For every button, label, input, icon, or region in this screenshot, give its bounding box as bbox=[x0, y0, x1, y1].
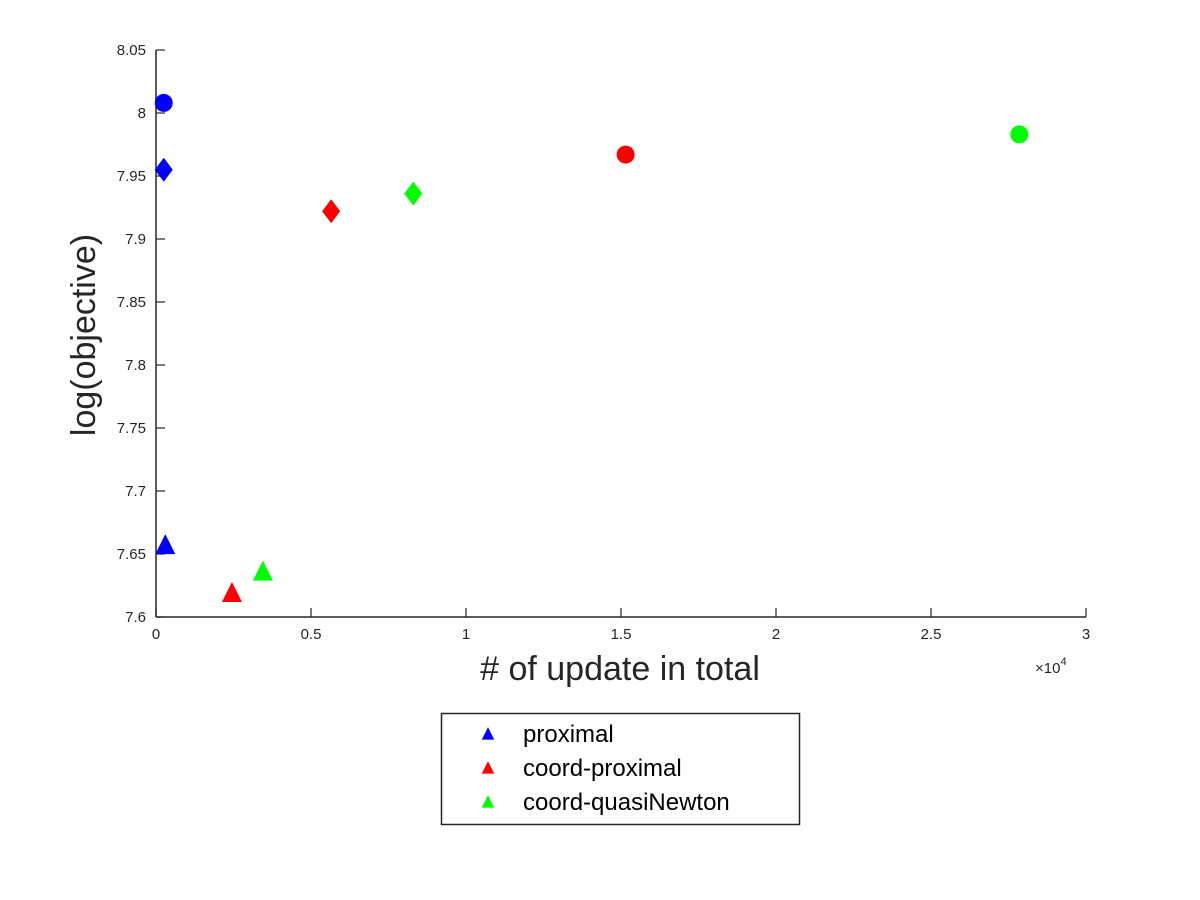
data-point-proximal-circle bbox=[154, 93, 173, 112]
data-point-coord-proximal-circle bbox=[616, 145, 635, 164]
data-point-coord-proximal-triangle bbox=[221, 582, 242, 603]
x-tick-label: 1.5 bbox=[611, 626, 632, 643]
y-tick-label: 7.9 bbox=[125, 231, 146, 248]
legend-items: proximal coord-proximal coord-quasiNewton bbox=[481, 721, 730, 816]
x-tick-label: 0.5 bbox=[301, 626, 322, 643]
data-point-coord-quasiNewton-diamond bbox=[404, 181, 423, 206]
y-tick-label: 7.95 bbox=[117, 168, 146, 185]
y-tick-label: 8.05 bbox=[117, 42, 146, 59]
axis-ticks: 7.6 7.65 7.7 7.75 7.8 7.85 7.9 7.95 8 8.05 0 0.5 1 1.… bbox=[117, 42, 1090, 643]
legend-label-coord-proximal: coord-proximal bbox=[523, 755, 682, 782]
y-tick-label: 8 bbox=[138, 105, 146, 122]
data-point-coord-quasiNewton-triangle bbox=[252, 560, 273, 581]
legend-marker-coord-quasiNewton bbox=[481, 795, 495, 808]
legend: proximal coord-proximal coord-quasiNewton bbox=[440, 712, 801, 826]
x-tick-label: 2 bbox=[772, 626, 780, 643]
x-axis-multiplier-base: ×10 bbox=[1035, 660, 1060, 677]
y-tick-label: 7.6 bbox=[125, 609, 146, 626]
y-tick-label: 7.8 bbox=[125, 357, 146, 374]
legend-label-coord-quasiNewton: coord-quasiNewton bbox=[523, 789, 730, 816]
y-tick-label: 7.85 bbox=[117, 294, 146, 311]
y-axis-title: log(objective) bbox=[65, 234, 103, 436]
y-tick-label: 7.65 bbox=[117, 546, 146, 563]
y-tick-label: 7.75 bbox=[117, 420, 146, 437]
data-points bbox=[154, 93, 1029, 603]
x-tick-label: 0 bbox=[152, 626, 160, 643]
x-tick-label: 1 bbox=[462, 626, 470, 643]
x-axis-title: # of update in total bbox=[480, 650, 760, 688]
legend-marker-proximal bbox=[481, 727, 495, 740]
data-point-proximal-diamond bbox=[154, 157, 173, 182]
data-point-coord-proximal-diamond bbox=[322, 199, 341, 224]
legend-box bbox=[440, 712, 801, 826]
x-axis-multiplier-exponent: 4 bbox=[1060, 656, 1066, 668]
x-tick-label: 3 bbox=[1082, 626, 1090, 643]
legend-marker-coord-proximal bbox=[481, 761, 495, 774]
data-point-proximal-triangle bbox=[155, 534, 176, 555]
y-tick-label: 7.7 bbox=[125, 483, 146, 500]
x-tick-label: 2.5 bbox=[921, 626, 942, 643]
data-point-coord-quasiNewton-circle bbox=[1010, 125, 1029, 144]
legend-label-proximal: proximal bbox=[523, 721, 614, 748]
axes bbox=[155, 50, 1086, 618]
x-axis-multiplier: ×104 bbox=[1035, 656, 1067, 677]
